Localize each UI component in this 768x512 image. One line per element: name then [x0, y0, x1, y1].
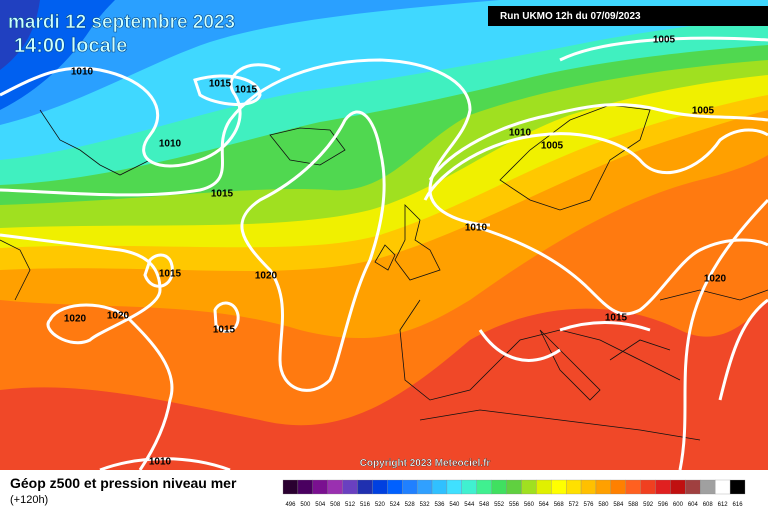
scale-label: 512	[345, 502, 356, 508]
legend-lead: (+120h)	[10, 494, 48, 506]
scale-label: 608	[703, 502, 714, 508]
scale-label: 588	[628, 502, 639, 508]
isobar-label: 1010	[159, 139, 182, 150]
run-info: Run UKMO 12h du 07/09/2023	[500, 11, 641, 22]
isobar-label: 1015	[605, 313, 628, 324]
isobars	[0, 36, 768, 472]
scale-swatch	[506, 479, 522, 495]
scale-swatch	[655, 479, 671, 495]
scale-label: 600	[673, 502, 684, 508]
scale-swatch	[357, 479, 373, 495]
scale-label: 500	[300, 502, 311, 508]
isobar-label: 1015	[209, 79, 232, 90]
scale-swatch	[431, 479, 448, 495]
scale-label: 580	[598, 502, 609, 508]
scale-swatch	[625, 479, 641, 495]
scale-swatch	[551, 479, 567, 495]
copyright: Copyright 2023 Meteociel.fr	[360, 458, 491, 469]
scale-swatch	[566, 479, 582, 495]
isobar-label: 1020	[64, 314, 87, 325]
scale-label: 528	[405, 502, 416, 508]
scale-label: 548	[479, 502, 490, 508]
scale-label: 564	[539, 502, 550, 508]
isobar-label: 1015	[159, 269, 182, 280]
isobar-labels: 1010101510151010101510101005100510051010…	[64, 35, 727, 468]
scale-swatch	[402, 479, 418, 495]
scale-swatch	[297, 479, 313, 495]
scale-swatch	[640, 479, 656, 495]
scale-label: 596	[658, 502, 669, 508]
isobar-label: 1010	[465, 223, 488, 234]
scale-label: 532	[420, 502, 431, 508]
isobar-label: 1020	[704, 274, 727, 285]
scale-swatch	[491, 479, 507, 495]
scale-swatch	[372, 479, 388, 495]
geopotential-field	[0, 0, 768, 470]
scale-swatch	[461, 479, 477, 495]
scale-label: 616	[733, 502, 744, 508]
scale-label: 504	[315, 502, 326, 508]
isobar-label: 1005	[692, 106, 715, 117]
scale-swatch	[327, 479, 343, 495]
coastlines	[0, 104, 768, 441]
forecast-date: mardi 12 septembre 2023	[8, 12, 235, 33]
scale-label: 552	[494, 502, 505, 508]
scale-label: 576	[584, 502, 595, 508]
isobar-label: 1015	[211, 189, 234, 200]
scale-label: 568	[554, 502, 565, 508]
isobar-label: 1015	[235, 85, 258, 96]
scale-label: 508	[330, 502, 341, 508]
scale-label: 592	[643, 502, 654, 508]
scale-swatch	[282, 479, 299, 495]
scale-swatch	[595, 479, 612, 495]
scale-label: 524	[390, 502, 401, 508]
scale-swatch	[610, 479, 626, 495]
isobar-label: 1010	[509, 128, 532, 139]
scale-swatch	[387, 479, 403, 495]
forecast-time: 14:00 locale	[14, 35, 127, 57]
scale-swatch	[670, 479, 686, 495]
scale-swatch	[521, 479, 537, 495]
scale-label: 516	[360, 502, 371, 508]
scale-swatch	[715, 479, 731, 495]
scale-label: 604	[688, 502, 699, 508]
scale-label: 520	[375, 502, 386, 508]
scale-label: 560	[524, 502, 535, 508]
scale-swatch	[685, 479, 701, 495]
isobar-label: 1005	[653, 35, 676, 46]
scale-label: 556	[509, 502, 520, 508]
run-box	[488, 6, 768, 26]
scale-swatch	[729, 479, 746, 495]
scale-label: 612	[718, 502, 729, 508]
scale-swatch	[312, 479, 328, 495]
isobar-label: 1020	[107, 311, 130, 322]
scale-label: 584	[613, 502, 624, 508]
scale-label: 540	[449, 502, 460, 508]
legend-title: Géop z500 et pression niveau mer	[10, 475, 237, 491]
isobar-label: 1010	[149, 457, 172, 468]
scale-label: 572	[569, 502, 580, 508]
scale-swatch	[446, 479, 462, 495]
isobar-label: 1020	[255, 271, 278, 282]
isobar-label: 1015	[213, 325, 236, 336]
color-scale: 496 500 504 508 512 516 520 524 528 532 536 540 544 5…	[282, 479, 746, 508]
scale-swatch	[342, 479, 358, 495]
scale-label: 544	[464, 502, 475, 508]
isobar-label: 1005	[541, 141, 564, 152]
scale-swatch	[580, 479, 597, 495]
scale-swatch	[416, 479, 433, 495]
scale-swatch	[700, 479, 716, 495]
scale-swatch	[536, 479, 552, 495]
scale-swatch	[476, 479, 492, 495]
isobar-label: 1010	[71, 67, 94, 78]
scale-label: 536	[434, 502, 445, 508]
scale-label: 496	[285, 502, 296, 508]
